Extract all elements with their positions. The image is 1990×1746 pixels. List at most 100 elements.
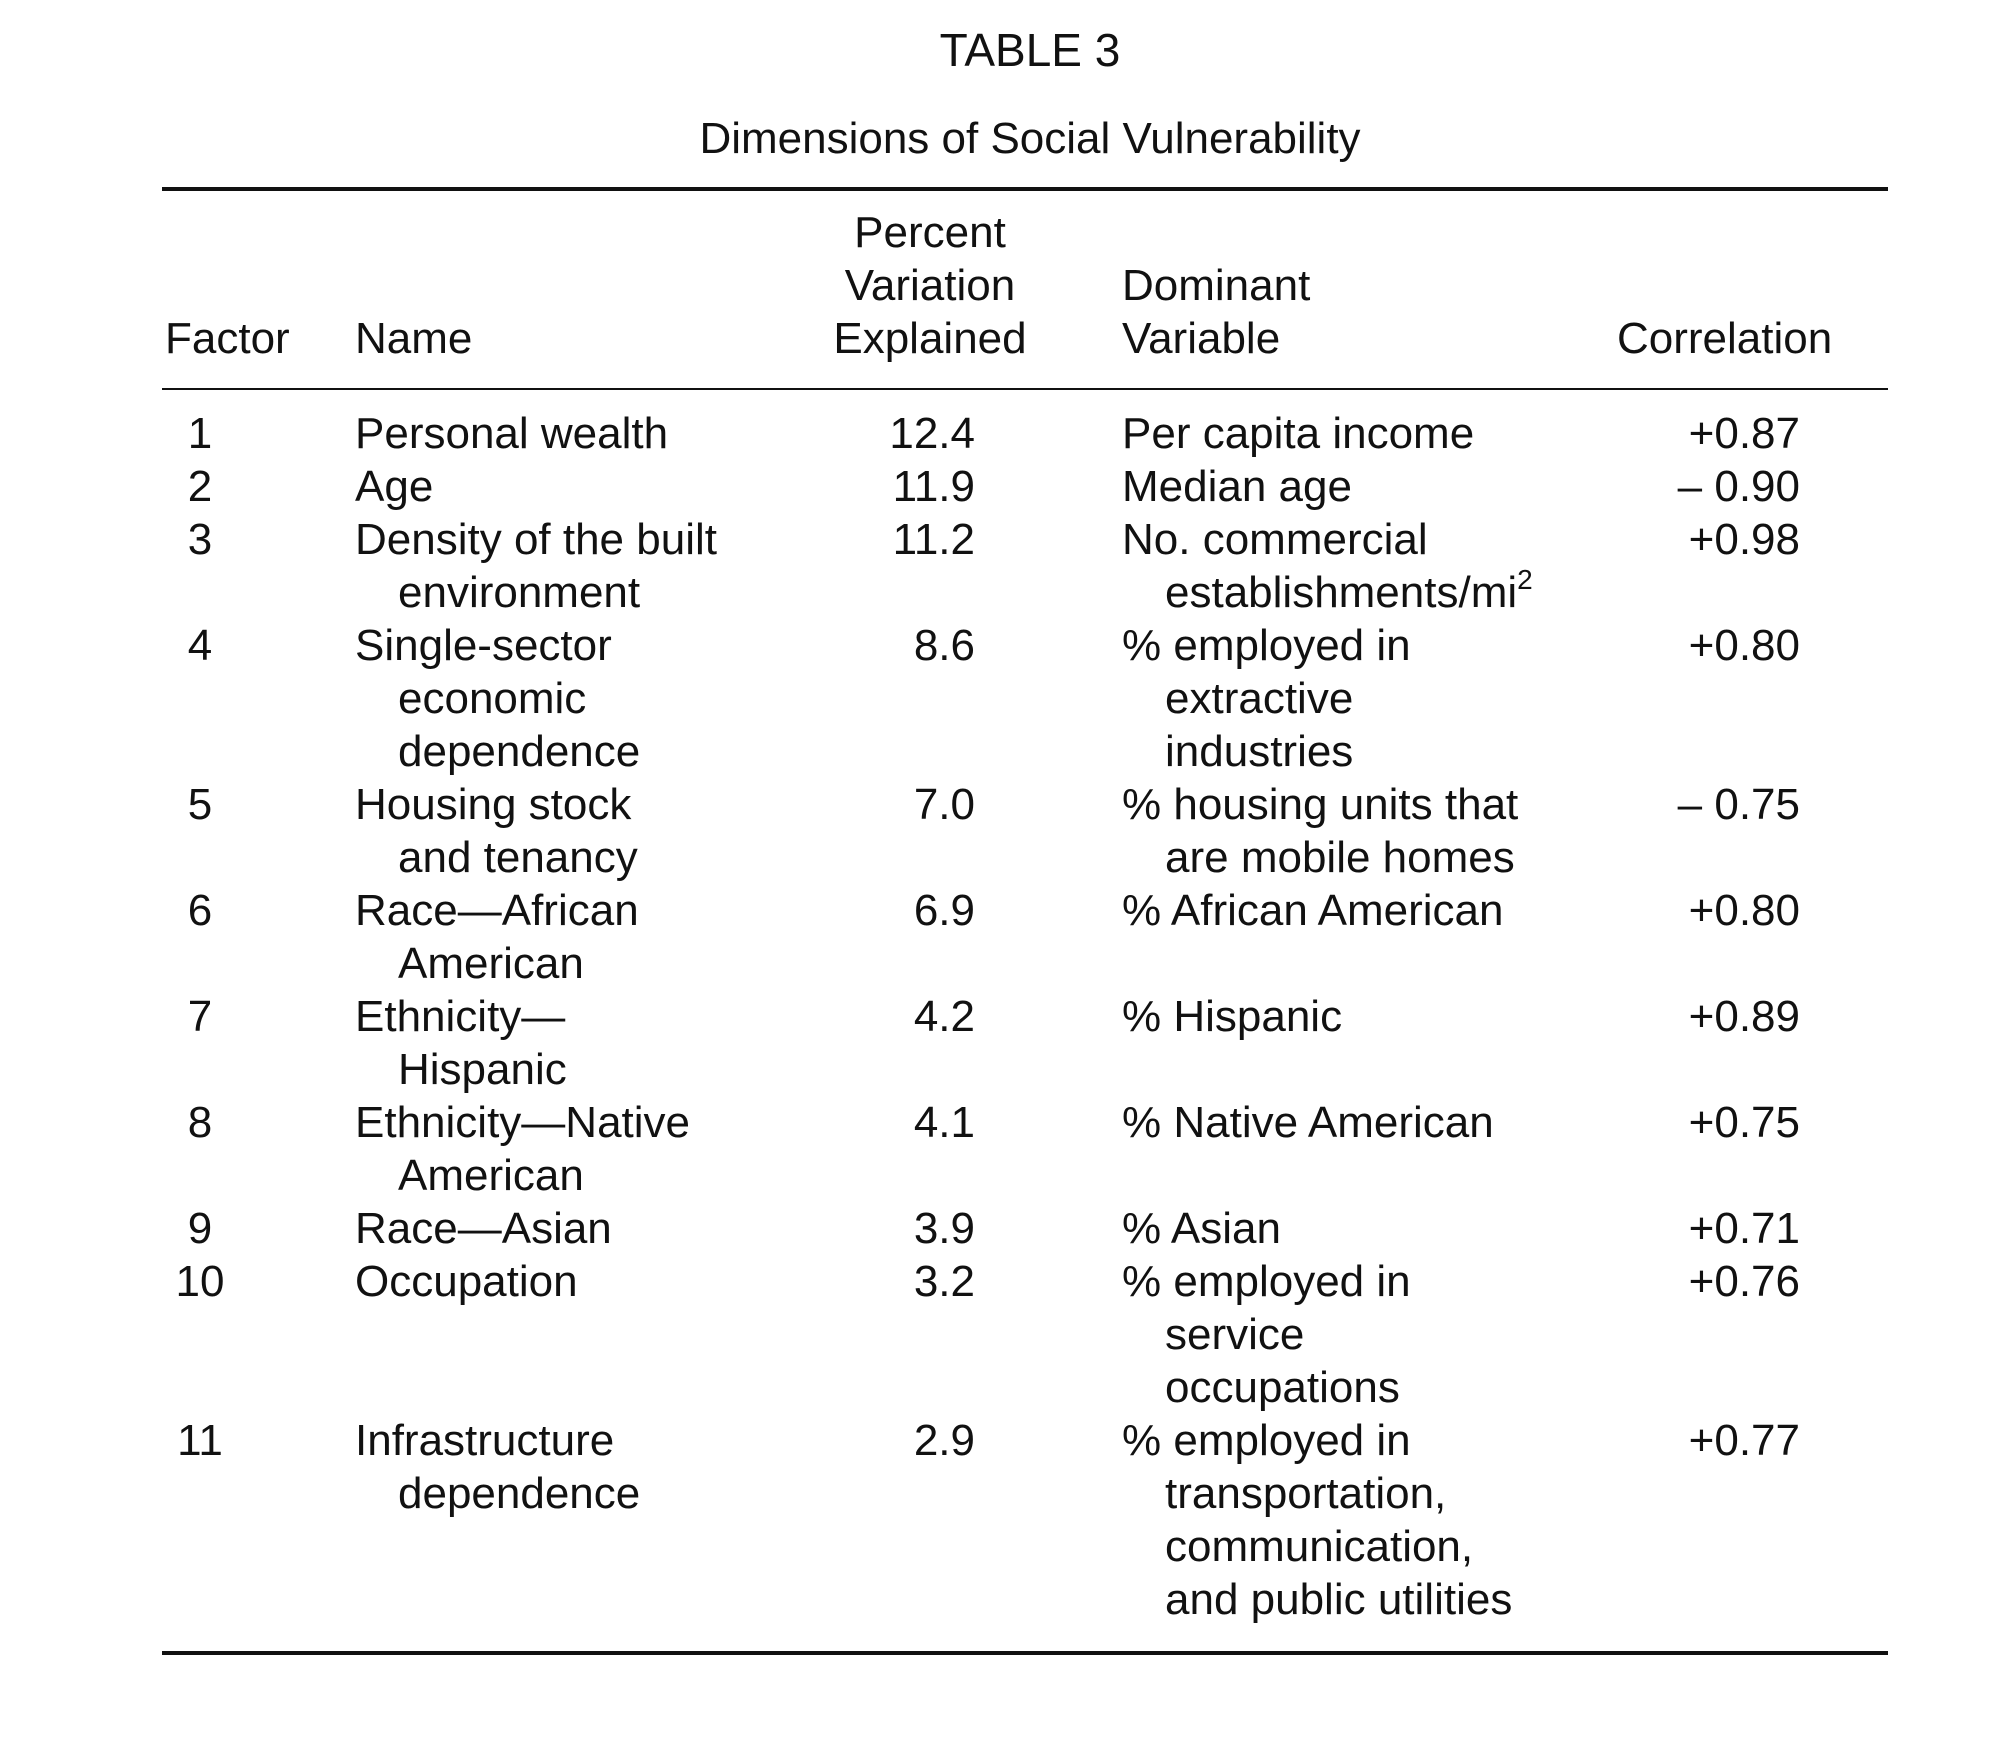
cell-dominant-line: % Asian xyxy=(1122,1204,1281,1253)
cell-name: Personal wealth xyxy=(355,407,668,460)
cell-dominant-line: and public utilities xyxy=(1165,1575,1513,1624)
cell-name-line: Density of the built xyxy=(355,515,717,564)
cell-dominant: % employed in transportation, communicatio… xyxy=(1122,1414,1512,1626)
cell-percent: 4.1 xyxy=(913,1098,975,1147)
cell-dominant-line: communication, xyxy=(1165,1522,1474,1571)
cell-name: Housing stock and tenancy xyxy=(355,778,638,884)
cell-dominant-line: transportation, xyxy=(1165,1469,1447,1518)
cell-name-line: Infrastructure xyxy=(355,1416,615,1465)
cell-factor: 7 xyxy=(187,992,213,1041)
header-percent-line: Percent xyxy=(854,208,1006,257)
cell-name-line: Age xyxy=(355,462,434,511)
table-caption: Dimensions of Social Vulnerability xyxy=(699,114,1361,163)
cell-dominant: % Native American xyxy=(1122,1096,1494,1149)
cell-dominant-line: industries xyxy=(1165,727,1354,776)
cell-name-line: dependence xyxy=(398,1469,641,1518)
cell-dominant: % housing units that are mobile homes xyxy=(1122,778,1518,884)
header-name: Name xyxy=(355,314,473,363)
cell-name-line: Single-sector xyxy=(355,621,612,670)
bottom-rule xyxy=(162,1651,1888,1655)
cell-percent: 6.9 xyxy=(913,886,975,935)
cell-dominant-line: Per capita income xyxy=(1122,409,1475,458)
cell-name: Infrastructure dependence xyxy=(355,1414,640,1520)
cell-name-line: Personal wealth xyxy=(355,409,669,458)
header-rule xyxy=(162,388,1888,390)
cell-dominant-line: % housing units that xyxy=(1122,780,1519,829)
cell-dominant: % African American xyxy=(1122,884,1504,937)
cell-dominant: No. commercial establishments/mi2 xyxy=(1122,513,1533,619)
cell-factor: 8 xyxy=(187,1098,213,1147)
cell-dominant-line: are mobile homes xyxy=(1165,833,1515,882)
cell-name-line: American xyxy=(398,1151,584,1200)
cell-name-line: Race—Asian xyxy=(355,1204,612,1253)
cell-dominant: % employed in service occupations xyxy=(1122,1255,1411,1414)
cell-percent: 12.4 xyxy=(889,409,975,458)
cell-dominant: % employed in extractive industries xyxy=(1122,619,1411,778)
cell-dominant-line: % Native American xyxy=(1122,1098,1494,1147)
cell-dominant-line: extractive xyxy=(1165,674,1354,723)
cell-factor: 5 xyxy=(187,780,213,829)
cell-percent: 8.6 xyxy=(913,621,975,670)
cell-dominant: Median age xyxy=(1122,460,1352,513)
cell-dominant: % Hispanic xyxy=(1122,990,1342,1043)
cell-name: Ethnicity—Native American xyxy=(355,1096,690,1202)
cell-dominant-line: % African American xyxy=(1122,886,1504,935)
cell-factor: 2 xyxy=(187,462,213,511)
cell-correlation: +0.76 xyxy=(1688,1257,1800,1306)
cell-factor: 9 xyxy=(187,1204,213,1253)
cell-name: Race—Asian xyxy=(355,1202,612,1255)
cell-factor: 11 xyxy=(177,1416,223,1465)
cell-name-line: dependence xyxy=(398,727,641,776)
cell-name-line: economic xyxy=(398,674,587,723)
header-dominant-line: Dominant xyxy=(1122,261,1311,310)
cell-factor: 6 xyxy=(187,886,213,935)
header-dominant: Dominant Variable xyxy=(1122,259,1310,365)
cell-name-line: and tenancy xyxy=(398,833,638,882)
cell-factor: 1 xyxy=(187,409,213,458)
cell-dominant-line: % Hispanic xyxy=(1122,992,1343,1041)
cell-dominant-line: % employed in xyxy=(1122,621,1411,670)
cell-dominant-line: No. commercial xyxy=(1122,515,1428,564)
cell-dominant: % Asian xyxy=(1122,1202,1281,1255)
cell-correlation: +0.75 xyxy=(1688,1098,1800,1147)
header-percent-line: Explained xyxy=(833,314,1027,363)
cell-name-line: Race—African xyxy=(355,886,639,935)
cell-name-line: Ethnicity— xyxy=(355,992,566,1041)
cell-correlation: +0.71 xyxy=(1688,1204,1800,1253)
top-rule xyxy=(162,187,1888,191)
header-percent-line: Variation xyxy=(844,261,1016,310)
cell-correlation: +0.80 xyxy=(1688,621,1800,670)
cell-correlation: +0.77 xyxy=(1688,1416,1800,1465)
cell-correlation: – 0.75 xyxy=(1677,780,1800,829)
cell-correlation: +0.98 xyxy=(1688,515,1800,564)
cell-name: Density of the built environment xyxy=(355,513,717,619)
header-percent: Percent Variation Explained xyxy=(805,206,1055,365)
cell-name: Single-sector economic dependence xyxy=(355,619,640,778)
cell-name: Ethnicity— Hispanic xyxy=(355,990,567,1096)
cell-percent: 4.2 xyxy=(913,992,975,1041)
cell-percent: 3.2 xyxy=(913,1257,975,1306)
cell-name-line: American xyxy=(398,939,584,988)
cell-percent: 11.9 xyxy=(892,462,975,511)
cell-name-line: Ethnicity—Native xyxy=(355,1098,691,1147)
cell-name-line: Hispanic xyxy=(398,1045,567,1094)
cell-name: Race—African American xyxy=(355,884,639,990)
cell-dominant-line: occupations xyxy=(1165,1363,1400,1412)
cell-name-line: Occupation xyxy=(355,1257,578,1306)
cell-percent: 7.0 xyxy=(913,780,975,829)
cell-name-line: Housing stock xyxy=(355,780,632,829)
cell-correlation: +0.80 xyxy=(1688,886,1800,935)
table-label: TABLE 3 xyxy=(939,24,1121,76)
superscript: 2 xyxy=(1517,564,1533,595)
cell-factor: 4 xyxy=(187,621,213,670)
cell-dominant-line: % employed in xyxy=(1122,1257,1411,1306)
cell-dominant-line: service xyxy=(1165,1310,1305,1359)
cell-name: Occupation xyxy=(355,1255,578,1308)
cell-dominant-line: Median age xyxy=(1122,462,1352,511)
cell-percent: 11.2 xyxy=(892,515,975,564)
cell-name-line: environment xyxy=(398,568,641,617)
cell-correlation: – 0.90 xyxy=(1677,462,1800,511)
cell-dominant-line: establishments/mi2 xyxy=(1165,564,1533,618)
cell-dominant-line: % employed in xyxy=(1122,1416,1411,1465)
header-correlation: Correlation xyxy=(1617,314,1833,363)
